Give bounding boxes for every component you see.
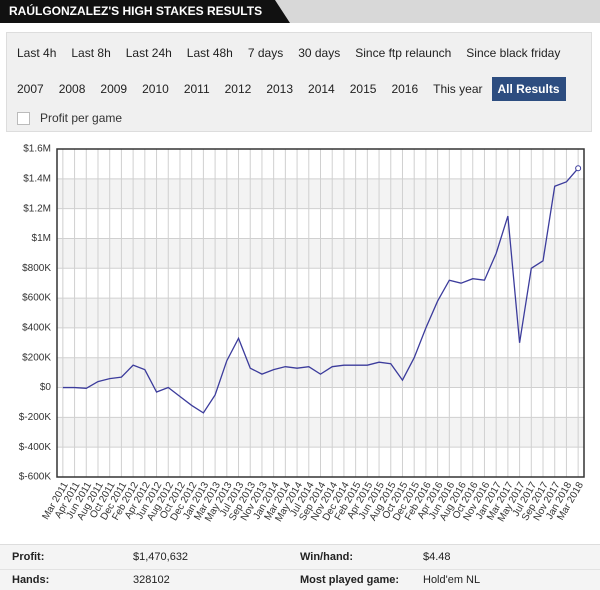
stats-row: Hands: 328102 Most played game: Hold'em NL	[0, 569, 600, 590]
filter-button[interactable]: 2013	[266, 82, 294, 96]
stats-row: Profit: $1,470,632 Win/hand: $4.48	[0, 547, 600, 567]
filter-button[interactable]: Last 4h	[17, 46, 57, 60]
filter-button[interactable]: 2010	[142, 82, 169, 96]
filter-button[interactable]: Last 24h	[125, 46, 172, 60]
filter-button[interactable]: Since black friday	[466, 46, 561, 60]
y-tick-label: $-600K	[19, 472, 52, 483]
filter-button[interactable]: This year	[433, 82, 483, 96]
plot-border	[56, 148, 585, 478]
page-title: RAÚLGONZALEZ'S HIGH STAKES RESULTS	[9, 3, 262, 18]
stat-value: $4.48	[423, 551, 451, 563]
stat-label: Win/hand:	[300, 551, 354, 563]
checkbox[interactable]: Profit per game	[17, 111, 122, 125]
filter-button[interactable]: 30 days	[298, 46, 341, 60]
filter-button[interactable]: All Results	[491, 77, 566, 101]
filter-button[interactable]: 2012	[224, 82, 252, 96]
filter-row: Last 4h Last 8h Last 24h Last 48h 7 days 30 d…	[11, 41, 569, 65]
checkbox-label: Profit per game	[40, 111, 123, 125]
filter-button[interactable]: 2011	[183, 82, 210, 96]
y-tick-label: $0	[40, 382, 52, 393]
y-tick-label: $1.6M	[23, 144, 51, 155]
y-tick-label: $1.2M	[23, 203, 51, 214]
filter-button[interactable]: 2009	[100, 82, 128, 96]
filter-button[interactable]: 2007	[17, 82, 44, 96]
stat-value: 328102	[133, 574, 170, 586]
stats: Profit: $1,470,632 Win/hand: $4.48 Hands: 328…	[0, 544, 600, 590]
stat-label: Hands:	[12, 574, 50, 586]
series-line	[62, 167, 579, 414]
filter-button[interactable]: Since ftp relaunch	[355, 46, 452, 60]
y-tick-label: $-400K	[19, 442, 52, 453]
stat-value: $1,470,632	[133, 551, 189, 563]
header-tab	[0, 0, 290, 23]
filter-button[interactable]: 2008	[58, 82, 86, 96]
stat-label: Most played game:	[300, 574, 400, 586]
y-tick-label: $400K	[22, 323, 51, 334]
filter-button[interactable]: 7 days	[247, 46, 284, 60]
filter-button[interactable]: 2015	[349, 82, 377, 96]
y-tick-label: $1M	[32, 233, 51, 244]
y-tick-label: $-200K	[19, 412, 52, 423]
end-marker	[575, 165, 582, 172]
filter-button[interactable]: Last 8h	[71, 46, 111, 60]
header: RAÚLGONZALEZ'S HIGH STAKES RESULTS	[0, 0, 600, 23]
stat-label: Profit:	[12, 551, 45, 563]
filter-row: 2007 2008 2009 2010 2011 2012 2013 2014 2015 2016…	[11, 77, 569, 101]
chart: $-600K $-400K $-200K $0 $200K $400K $600K $800K…	[19, 144, 586, 524]
y-tick-label: $800K	[22, 263, 51, 274]
filter-panel: Last 4h Last 8h Last 24h Last 48h 7 days 30 d…	[6, 32, 592, 132]
filter-button[interactable]: Last 48h	[186, 46, 233, 60]
filter-button[interactable]: 2016	[391, 82, 419, 96]
checkbox-box[interactable]	[17, 111, 30, 125]
y-tick-label: $600K	[22, 293, 51, 304]
filter-button[interactable]: 2014	[308, 82, 335, 96]
stat-value: Hold'em NL	[423, 574, 481, 586]
y-tick-label: $1.4M	[23, 173, 51, 184]
y-tick-label: $200K	[22, 352, 51, 363]
